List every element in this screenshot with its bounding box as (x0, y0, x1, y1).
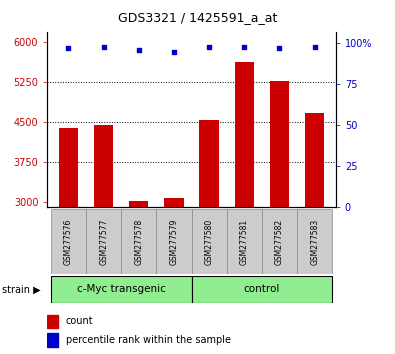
Bar (156, 209, 192, 274)
Bar (192, 209, 227, 274)
Text: count: count (66, 316, 94, 326)
Point (135, 47, 142, 53)
Bar (51, 209, 86, 274)
Text: GSM277582: GSM277582 (275, 218, 284, 265)
Point (65, 45, 71, 51)
Bar (227, 209, 262, 274)
Text: c-Myc transgenic: c-Myc transgenic (77, 284, 166, 295)
Text: strain ▶: strain ▶ (2, 284, 41, 295)
Text: GSM277583: GSM277583 (310, 218, 319, 265)
Bar (199, 120, 219, 207)
Bar (86, 209, 121, 274)
Bar (47, 315, 58, 328)
Bar (235, 62, 254, 207)
Bar (94, 125, 113, 207)
Bar (164, 198, 184, 207)
Bar (121, 209, 156, 274)
Text: control: control (244, 284, 280, 295)
Text: GSM277576: GSM277576 (64, 218, 73, 265)
Text: GSM277581: GSM277581 (240, 218, 249, 265)
Bar (192, 276, 332, 303)
Bar (262, 209, 297, 274)
Bar (59, 128, 78, 207)
Text: GSM277580: GSM277580 (205, 218, 214, 265)
Bar (47, 333, 58, 347)
Point (206, 44, 213, 50)
Point (100, 44, 107, 50)
Point (241, 44, 248, 50)
Text: percentile rank within the sample: percentile rank within the sample (66, 335, 231, 345)
Point (276, 45, 283, 51)
Bar (305, 113, 324, 207)
Bar (51, 276, 192, 303)
Point (171, 49, 177, 55)
Text: GSM277578: GSM277578 (134, 218, 143, 265)
Bar (297, 209, 332, 274)
Text: GSM277577: GSM277577 (99, 218, 108, 265)
Bar (129, 201, 149, 207)
Text: GDS3321 / 1425591_a_at: GDS3321 / 1425591_a_at (118, 11, 277, 24)
Point (312, 44, 318, 50)
Bar (270, 81, 289, 207)
Text: GSM277579: GSM277579 (169, 218, 179, 265)
